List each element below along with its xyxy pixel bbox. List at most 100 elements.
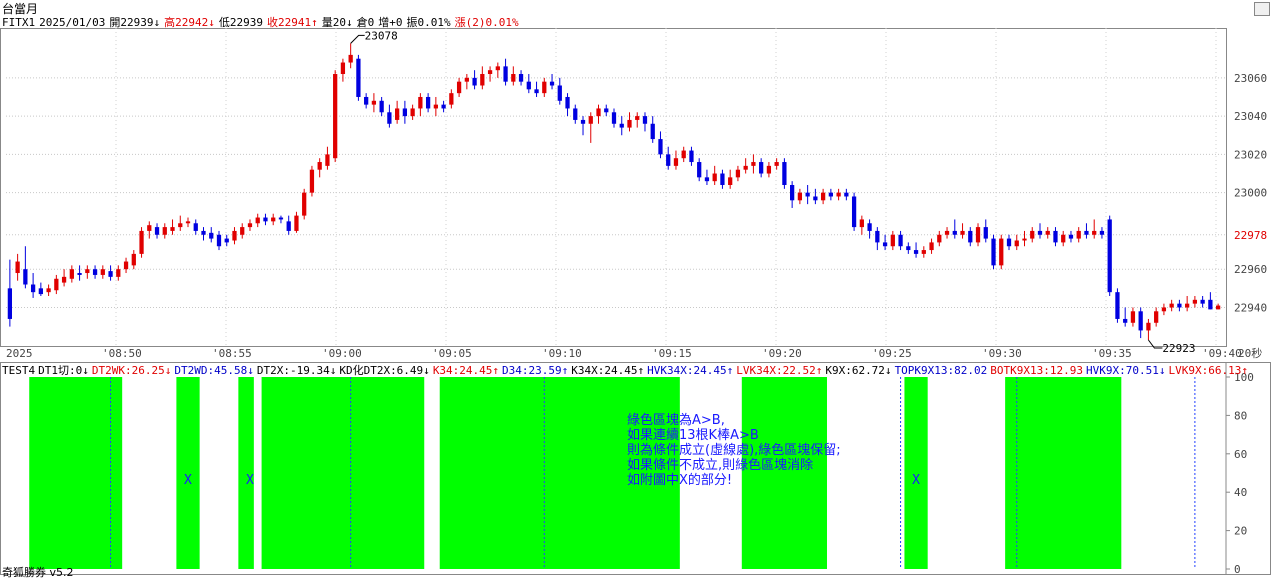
candle-body bbox=[542, 81, 547, 94]
x-mark: X bbox=[246, 473, 254, 488]
candle-body bbox=[123, 261, 129, 270]
candle-body bbox=[92, 269, 98, 275]
candle-body bbox=[425, 96, 431, 109]
candle-body bbox=[1185, 303, 1190, 308]
candle-body bbox=[557, 85, 562, 101]
candle-body bbox=[77, 273, 82, 275]
candle-body bbox=[1084, 230, 1089, 235]
candle-body bbox=[240, 227, 245, 235]
x-tick-label: 2025 bbox=[6, 347, 33, 360]
candle-body bbox=[1208, 299, 1213, 310]
high-leader bbox=[350, 34, 365, 44]
candle-body bbox=[54, 278, 59, 291]
x-tick-label: '08:50 bbox=[102, 347, 142, 360]
candle-body bbox=[15, 261, 20, 274]
condition-block bbox=[741, 377, 827, 569]
candle-body bbox=[364, 96, 369, 105]
candle-body bbox=[898, 234, 903, 247]
candle-body bbox=[449, 93, 454, 105]
candle-body bbox=[968, 230, 973, 243]
indicator-panel[interactable]: 100 80 60 40 20 0 X X X bbox=[0, 362, 1276, 577]
candle-body bbox=[154, 227, 160, 235]
candle-body bbox=[658, 139, 663, 155]
indicator-value: K34:24.45↑ bbox=[432, 364, 500, 377]
indicator-value: TEST4 bbox=[2, 364, 36, 377]
candle-body bbox=[580, 119, 586, 124]
candle-body bbox=[704, 177, 710, 182]
candle-body bbox=[162, 227, 167, 235]
candle-body bbox=[69, 269, 74, 279]
candle-body bbox=[999, 238, 1004, 266]
quote-info-item: 2025/01/03 bbox=[39, 16, 106, 29]
candle-body bbox=[216, 234, 222, 247]
condition-block bbox=[238, 377, 254, 569]
x-tick-label: '09:10 bbox=[542, 347, 582, 360]
indicator-value: TOPK9X13:82.02 bbox=[894, 364, 988, 377]
candle-body bbox=[278, 217, 284, 220]
indicator-value: D34:23.59↑ bbox=[502, 364, 569, 377]
candle-body bbox=[255, 217, 260, 224]
x-tick-label: '09:30 bbox=[982, 347, 1022, 360]
candle-body bbox=[805, 192, 810, 197]
candle-body bbox=[689, 150, 694, 163]
candle-body bbox=[766, 165, 772, 174]
candle-body bbox=[882, 242, 888, 247]
candle-body bbox=[325, 154, 330, 166]
candle-body bbox=[975, 227, 981, 243]
condition-block bbox=[439, 377, 680, 569]
candle-body bbox=[759, 162, 764, 174]
x-tick-label: '09:35 bbox=[1092, 347, 1132, 360]
candle-body bbox=[178, 223, 183, 228]
y-tick-label: 22978 bbox=[1234, 229, 1267, 242]
indicator-frame bbox=[0, 362, 1271, 575]
price-chart[interactable]: 23060 23040 23020 23000 22978 22960 22940 2025 '… bbox=[0, 0, 1276, 360]
candle-body bbox=[263, 217, 268, 222]
candle-body bbox=[944, 230, 950, 235]
indicator-value: K9X:62.72↓ bbox=[825, 364, 892, 377]
candle-body bbox=[1061, 234, 1066, 243]
candle-body bbox=[116, 269, 121, 277]
x-unit-label: 20秒 bbox=[1238, 346, 1262, 360]
candle-body bbox=[875, 230, 880, 243]
candle-body bbox=[387, 112, 392, 124]
candle-body bbox=[480, 74, 485, 86]
x-tick-label: '08:55 bbox=[212, 347, 252, 360]
candle-body bbox=[1030, 230, 1035, 239]
candle-body bbox=[487, 70, 493, 75]
quote-info-item: 收22941↑ bbox=[266, 16, 318, 29]
candle-body bbox=[23, 269, 28, 285]
window-button[interactable] bbox=[1254, 2, 1270, 16]
candle-body bbox=[495, 66, 500, 71]
candle-body bbox=[813, 196, 818, 201]
candle-body bbox=[820, 192, 826, 201]
condition-block bbox=[261, 377, 425, 569]
candle-body bbox=[61, 276, 67, 283]
quote-info-item: 振0.01% bbox=[406, 16, 451, 29]
candle-body bbox=[302, 192, 307, 216]
candle-body bbox=[751, 162, 756, 166]
candle-body bbox=[1099, 230, 1105, 235]
x-mark: X bbox=[912, 473, 920, 488]
candle-body bbox=[666, 154, 671, 166]
candle-body bbox=[131, 253, 136, 266]
annotation-line: 如果連續13根K棒A>B bbox=[627, 428, 759, 443]
quote-info-item: 高22942↓ bbox=[164, 16, 215, 29]
candle-body bbox=[518, 74, 524, 82]
candle-body bbox=[588, 116, 593, 124]
indicator-value: DT1切:0↓ bbox=[38, 364, 89, 377]
candle-body bbox=[1192, 299, 1198, 304]
candle-body bbox=[952, 230, 957, 235]
candle-body bbox=[1053, 230, 1058, 243]
x-tick-label: '09:25 bbox=[872, 347, 912, 360]
indicator-y-tick: 100 bbox=[1234, 371, 1254, 384]
indicator-value: HVK9X:70.51↓ bbox=[1086, 364, 1166, 377]
x-mark: X bbox=[184, 473, 192, 488]
low-leader bbox=[1148, 339, 1163, 349]
chart-title: 台當月 bbox=[2, 2, 39, 16]
indicator-values-line: TEST4 DT1切:0↓ DT2WK:26.25↓ DT2WD:45.58↓ DT2X… bbox=[2, 362, 1251, 378]
indicator-value: DT2WD:45.58↓ bbox=[174, 364, 254, 377]
candle-body bbox=[960, 230, 965, 235]
candle-body bbox=[735, 169, 741, 178]
candle-body bbox=[1161, 307, 1167, 312]
high-label: 23078 bbox=[365, 29, 398, 42]
